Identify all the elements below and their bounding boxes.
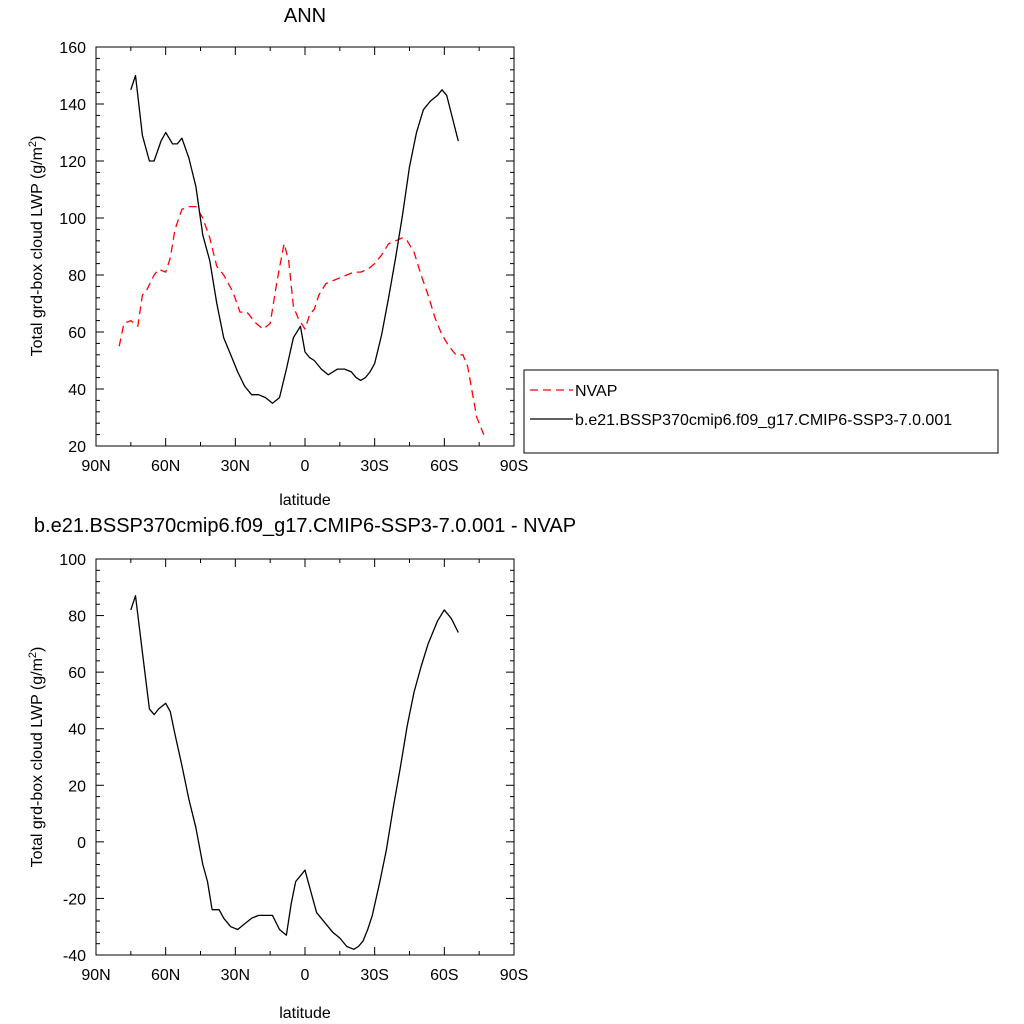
bottom-series-lines [130,595,459,950]
bottom-ticks [95,558,515,956]
top-series-lines [118,74,485,435]
y-tick-label: 80 [68,609,86,626]
x-tick-label: 0 [301,458,310,475]
top-ticks [95,46,515,447]
x-tick-label: 0 [301,967,310,984]
x-tick-label: 60S [430,458,458,475]
y-tick-label: 140 [59,97,86,114]
y-tick-label: 40 [68,722,86,739]
top-y-axis-label: Total grd-box cloud LWP (g/m2) [27,136,46,357]
y-tick-label: 80 [68,268,86,285]
top-panel: ANN 90N 60N 30N 0 30S 60S 90S 20 40 60 80 100 120 14… [27,5,528,509]
legend-box [523,369,999,454]
x-tick-label: 60S [430,967,458,984]
bottom-x-tick-labels: 90N 60N 30N 0 30S 60S 90S [81,967,528,984]
bottom-y-tick-labels: -40 -20 0 20 40 60 80 100 [59,552,86,965]
x-tick-label: 30N [221,458,250,475]
top-plot-frame [95,46,515,447]
y-tick-label: 20 [68,439,86,456]
y-tick-label: 120 [59,154,86,171]
y-tick-label: 160 [59,40,86,57]
top-chart-title: ANN [284,5,326,27]
bottom-y-axis-label: Total grd-box cloud LWP (g/m2) [27,647,46,868]
y-tick-label: 60 [68,665,86,682]
y-tick-label: 100 [59,211,86,228]
x-tick-label: 90N [81,967,110,984]
bottom-panel: b.e21.BSSP370cmip6.f09_g17.CMIP6-SSP3-7.… [27,515,576,1022]
x-tick-label: 30S [360,967,388,984]
bottom-chart-title: b.e21.BSSP370cmip6.f09_g17.CMIP6-SSP3-7.… [34,515,576,537]
series-line-1 [118,205,485,435]
legend: NVAP b.e21.BSSP370cmip6.f09_g17.CMIP6-SS… [523,369,999,454]
y-tick-label: -20 [63,891,86,908]
y-tick-label: 60 [68,325,86,342]
x-tick-label: 60N [151,458,180,475]
x-tick-label: 90S [500,458,528,475]
y-tick-label: 40 [68,382,86,399]
bottom-x-axis-label: latitude [279,1005,331,1022]
y-tick-label: 20 [68,778,86,795]
y-tick-label: -40 [63,948,86,965]
y-tick-label: 0 [77,835,86,852]
x-tick-label: 30S [360,458,388,475]
y-tick-label: 100 [59,552,86,569]
x-tick-label: 90N [81,458,110,475]
top-y-tick-labels: 20 40 60 80 100 120 140 160 [59,40,86,456]
x-tick-label: 60N [151,967,180,984]
x-tick-label: 90S [500,967,528,984]
legend-label-nvap: NVAP [575,383,617,400]
series-line-2 [130,74,459,404]
top-x-axis-label: latitude [279,492,331,509]
series-line-1 [130,595,459,950]
top-x-tick-labels: 90N 60N 30N 0 30S 60S 90S [81,458,528,475]
legend-label-model: b.e21.BSSP370cmip6.f09_g17.CMIP6-SSP3-7.… [575,412,952,429]
x-tick-label: 30N [221,967,250,984]
